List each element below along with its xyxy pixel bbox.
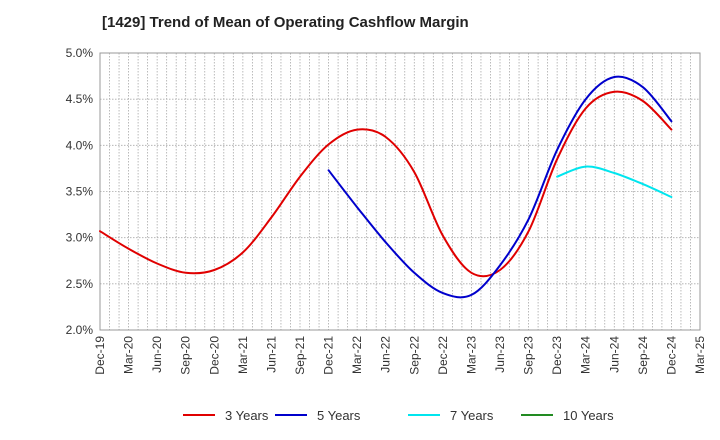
legend-swatch	[521, 414, 553, 416]
x-tick-label: Sep-22	[407, 336, 421, 375]
legend-swatch	[408, 414, 440, 416]
y-tick-label: 4.0%	[66, 138, 94, 152]
x-tick-label: Dec-23	[550, 336, 564, 375]
series-line-5-years	[327, 75, 673, 299]
legend-swatch	[275, 414, 307, 416]
x-tick-label: Sep-24	[636, 336, 650, 375]
x-tick-label: Dec-21	[322, 336, 336, 375]
x-tick-label: Mar-23	[464, 336, 478, 374]
x-tick-label: Jun-20	[150, 336, 164, 373]
x-tick-label: Mar-22	[350, 336, 364, 374]
x-tick-label: Dec-20	[207, 336, 221, 375]
x-tick-label: Jun-23	[493, 336, 507, 373]
x-tick-label: Mar-25	[693, 336, 707, 374]
x-tick-label: Jun-24	[607, 336, 621, 373]
chart-legend: 3 Years 5 Years 7 Years 10 Years	[0, 404, 720, 428]
x-tick-label: Sep-20	[179, 336, 193, 375]
legend-item-5-years: 5 Years	[275, 404, 360, 426]
y-tick-label: 2.0%	[66, 323, 94, 337]
legend-label: 7 Years	[450, 407, 494, 423]
legend-item-3-years: 3 Years	[183, 404, 268, 426]
x-tick-label: Jun-21	[264, 336, 278, 373]
x-tick-label: Sep-21	[293, 336, 307, 375]
x-tick-label: Dec-22	[436, 336, 450, 375]
x-tick-label: Mar-24	[579, 336, 593, 374]
legend-swatch	[183, 414, 215, 416]
x-tick-label: Jun-22	[379, 336, 393, 373]
y-tick-label: 3.5%	[66, 185, 94, 199]
x-tick-label: Dec-24	[664, 336, 678, 375]
legend-item-10-years: 10 Years	[521, 404, 614, 426]
series-line-7-years	[556, 165, 673, 198]
series-line-3-years	[99, 90, 673, 278]
x-tick-label: Mar-20	[122, 336, 136, 374]
legend-label: 3 Years	[225, 407, 269, 423]
legend-label: 5 Years	[317, 407, 361, 423]
x-tick-label: Dec-19	[93, 336, 107, 375]
y-tick-label: 5.0%	[66, 46, 94, 60]
legend-item-7-years: 7 Years	[408, 404, 493, 426]
x-tick-label: Mar-21	[236, 336, 250, 374]
chart-title: [1429] Trend of Mean of Operating Cashfl…	[102, 14, 469, 31]
y-tick-label: 3.0%	[66, 231, 94, 245]
legend-label: 10 Years	[563, 407, 614, 423]
y-tick-label: 4.5%	[66, 92, 94, 106]
plot-frame	[99, 52, 701, 331]
y-tick-label: 2.5%	[66, 277, 94, 291]
x-tick-label: Sep-23	[522, 336, 536, 375]
